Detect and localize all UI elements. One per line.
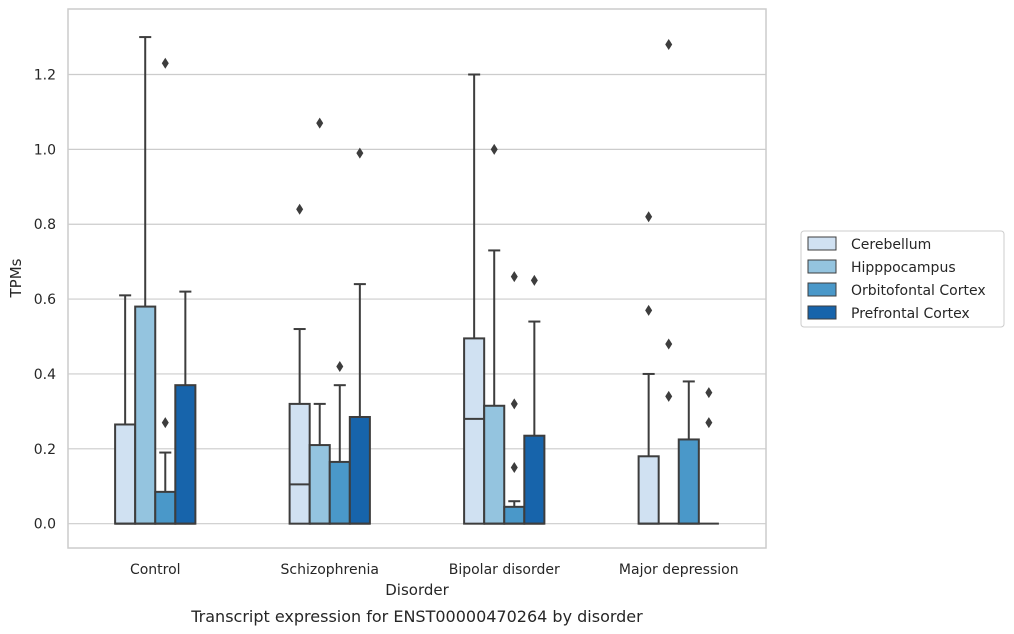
outlier-point [665,39,673,51]
box-1-3 [348,147,371,525]
outlier-point [705,387,713,399]
outlier-point [665,390,673,402]
box-3-2 [677,380,700,525]
box-1-0 [288,203,311,525]
box-iqr [483,404,506,525]
box-3-3 [698,387,719,525]
box-iqr [174,384,197,525]
legend-swatch [807,236,837,251]
box-2-2 [503,271,526,525]
box-iqr [114,423,137,525]
box-2-3 [523,274,546,525]
box-iqr [308,444,331,525]
outlier-point [296,203,304,215]
y-axis-title: TPMs [7,258,25,298]
outlier-point [336,360,344,372]
box-iqr [523,434,546,525]
y-tick-label: 0.0 [34,517,56,533]
x-axis-title: Disorder [385,581,449,599]
outlier-point [356,147,364,159]
box-1-1 [308,117,331,525]
outlier-point [510,398,518,410]
outlier-point [161,57,169,69]
legend-swatch [807,282,837,297]
y-tick-label: 0.6 [34,292,56,308]
box-groups [114,36,719,525]
outlier-point [510,462,518,474]
x-tick-label: Control [130,562,181,578]
outlier-point [490,143,498,155]
x-tick-labels: Control Schizophrenia Bipolar disorder Majo… [130,562,739,578]
legend: Cerebellum Hipppocampus Orbitofontal Corte… [800,230,1005,328]
box-0-1 [134,36,157,525]
y-tick-labels: 0.0 0.2 0.4 0.6 0.8 1.0 1.2 [34,68,56,533]
box-iqr [503,505,526,525]
box-iqr [637,455,660,525]
x-tick-label: Bipolar disorder [449,562,560,578]
box-iqr [154,490,177,525]
outlier-point [645,304,653,316]
legend-label: Orbitofontal Cortex [851,283,986,299]
y-tick-label: 0.4 [34,367,56,383]
legend-swatch [807,305,837,320]
legend-label: Hipppocampus [851,260,956,276]
plot-frame [67,8,767,549]
box-0-3 [174,290,197,525]
outlier-point [705,417,713,429]
outlier-point [530,274,538,286]
outlier-point [665,338,673,350]
box-iqr [288,402,311,525]
box-iqr [328,460,351,525]
box-0-0 [114,294,137,525]
outlier-point [316,117,324,129]
legend-swatch [807,259,837,274]
y-tick-label: 1.0 [34,142,56,158]
legend-label: Prefrontal Cortex [851,306,970,322]
outlier-point [510,271,518,283]
chart-caption: Transcript expression for ENST0000047026… [190,607,643,626]
box-3-1 [658,39,679,525]
y-tick-label: 0.2 [34,442,56,458]
box-iqr [348,415,371,525]
legend-label: Cerebellum [851,237,931,253]
y-tick-label: 1.2 [34,68,56,84]
box-iqr [134,305,157,525]
box-iqr [677,438,700,525]
box-iqr [463,337,486,525]
y-tick-label: 0.8 [34,217,56,233]
x-tick-label: Schizophrenia [281,562,379,578]
box-2-1 [483,143,506,525]
box-3-0 [637,211,660,525]
outlier-point [645,211,653,223]
legend-frame [800,230,1005,328]
x-tick-label: Major depression [619,562,739,578]
outlier-point [161,417,169,429]
